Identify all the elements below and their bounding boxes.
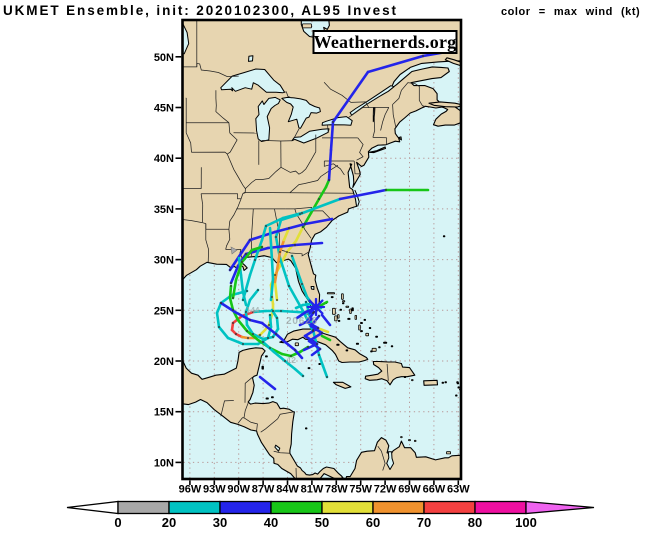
svg-text:20626: 20626 (286, 316, 318, 327)
svg-text:66W: 66W (423, 484, 446, 496)
svg-text:60: 60 (366, 515, 380, 530)
svg-text:0: 0 (114, 515, 121, 530)
svg-text:70: 70 (417, 515, 431, 530)
svg-text:144: 144 (246, 306, 260, 315)
svg-text:45N: 45N (154, 103, 174, 115)
svg-text:63W: 63W (447, 484, 470, 496)
svg-text:78W: 78W (325, 484, 348, 496)
svg-text:50N: 50N (154, 52, 174, 64)
svg-text:72W: 72W (374, 484, 397, 496)
svg-text:Weathernerds.org: Weathernerds.org (314, 32, 457, 52)
svg-text:30N: 30N (154, 255, 174, 267)
svg-text:UKMET Ensemble, init: 20201023: UKMET Ensemble, init: 2020102300, AL95 I… (3, 3, 398, 18)
svg-text:color = max wind (kt): color = max wind (kt) (501, 6, 640, 18)
svg-text:84W: 84W (276, 484, 299, 496)
svg-text:20N: 20N (154, 356, 174, 368)
svg-text:81W: 81W (301, 484, 324, 496)
svg-text:15N: 15N (154, 407, 174, 419)
svg-text:40: 40 (264, 515, 278, 530)
svg-text:25N: 25N (154, 305, 174, 317)
svg-text:20: 20 (162, 515, 176, 530)
svg-text:30: 30 (213, 515, 227, 530)
svg-text:40N: 40N (154, 153, 174, 165)
svg-text:90W: 90W (227, 484, 250, 496)
svg-text:96W: 96W (179, 484, 202, 496)
svg-text:93W: 93W (203, 484, 226, 496)
svg-text:75W: 75W (349, 484, 372, 496)
svg-text:10N: 10N (154, 457, 174, 469)
svg-text:35N: 35N (154, 204, 174, 216)
svg-text:69W: 69W (398, 484, 421, 496)
svg-text:87W: 87W (252, 484, 275, 496)
svg-text:12: 12 (287, 356, 296, 365)
svg-text:80: 80 (468, 515, 482, 530)
svg-text:50: 50 (315, 515, 329, 530)
svg-text:100: 100 (515, 515, 537, 530)
